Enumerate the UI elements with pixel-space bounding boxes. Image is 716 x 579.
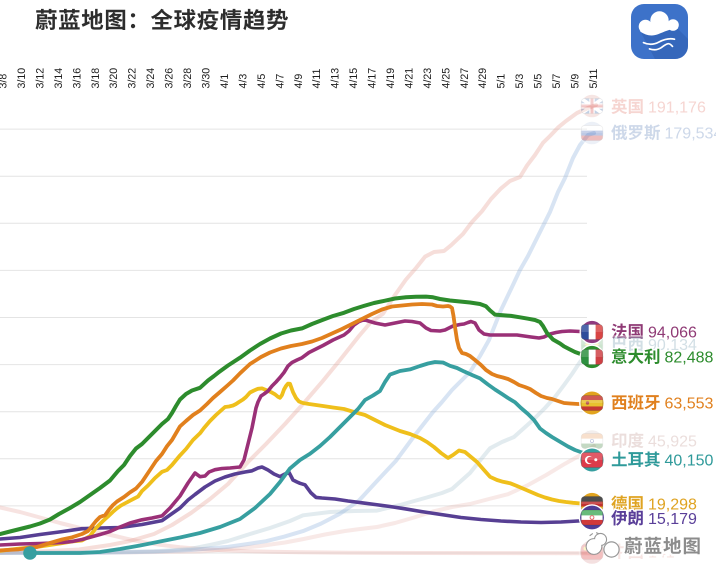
svg-text:3/28: 3/28	[182, 68, 194, 89]
svg-text:4/13: 4/13	[330, 68, 342, 89]
svg-text:4/23: 4/23	[422, 68, 434, 89]
svg-text:4/19: 4/19	[385, 68, 397, 89]
svg-text:5/5: 5/5	[533, 74, 545, 89]
svg-text:4/21: 4/21	[403, 68, 415, 89]
svg-text:3/10: 3/10	[16, 68, 28, 89]
svg-text:63,553: 63,553	[665, 396, 714, 413]
svg-text:3/30: 3/30	[201, 68, 213, 89]
svg-text:5/1: 5/1	[496, 74, 508, 89]
svg-text:3/22: 3/22	[127, 68, 139, 89]
svg-text:82,488: 82,488	[665, 350, 714, 367]
svg-text:94,066: 94,066	[648, 325, 697, 342]
svg-text:40,150: 40,150	[665, 453, 714, 470]
svg-text:3/16: 3/16	[71, 68, 83, 89]
svg-text:179,534: 179,534	[665, 126, 716, 143]
svg-text:3/24: 3/24	[145, 68, 157, 89]
svg-text:4/27: 4/27	[459, 68, 471, 89]
svg-text:3/18: 3/18	[90, 68, 102, 89]
svg-text:4/17: 4/17	[367, 68, 379, 89]
svg-text:5/3: 5/3	[514, 74, 526, 89]
svg-text:4/5: 4/5	[256, 74, 268, 89]
svg-text:191,176: 191,176	[648, 100, 706, 117]
svg-text:5/11: 5/11	[588, 69, 600, 89]
svg-text:4/9: 4/9	[293, 74, 305, 89]
svg-text:4/29: 4/29	[477, 68, 489, 89]
svg-text:4/3: 4/3	[237, 74, 249, 89]
svg-text:5/7: 5/7	[551, 74, 563, 89]
svg-text:4/15: 4/15	[348, 68, 360, 89]
svg-text:19,298: 19,298	[648, 497, 697, 514]
svg-text:3/26: 3/26	[164, 68, 176, 89]
svg-text:3/12: 3/12	[34, 68, 46, 89]
svg-text:3/14: 3/14	[53, 68, 65, 89]
svg-text:5/9: 5/9	[570, 74, 582, 89]
svg-text:4/1: 4/1	[219, 74, 231, 89]
svg-text:4/7: 4/7	[274, 74, 286, 89]
svg-text:4/25: 4/25	[440, 68, 452, 89]
svg-text:4/11: 4/11	[311, 69, 323, 89]
svg-text:15,179: 15,179	[648, 511, 697, 528]
svg-text:3/20: 3/20	[108, 68, 120, 89]
svg-text:3/8: 3/8	[0, 74, 10, 89]
svg-text:45,925: 45,925	[648, 434, 697, 451]
